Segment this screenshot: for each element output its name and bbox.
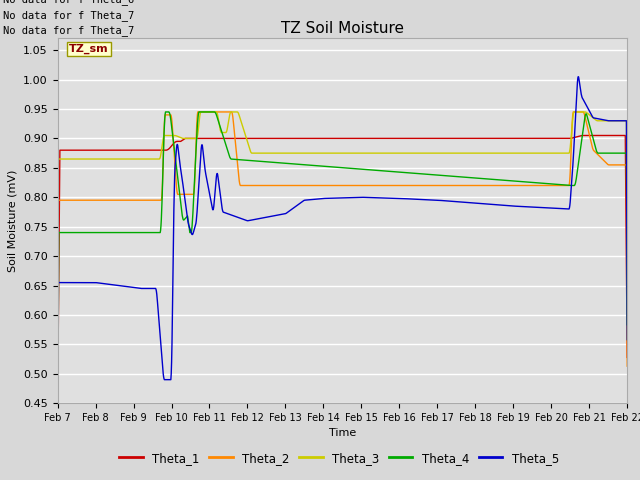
Theta_1 — [623, 354, 631, 360]
Theta_1 — [121, 147, 129, 153]
Theta_5 — [296, 201, 303, 207]
Theta_5 — [54, 434, 61, 440]
X-axis label: Time: Time — [329, 429, 356, 438]
Legend: Theta_1, Theta_2, Theta_3, Theta_4, Theta_5: Theta_1, Theta_2, Theta_3, Theta_4, Thet… — [115, 447, 564, 469]
Theta_3 — [121, 156, 129, 162]
Theta_4 — [162, 109, 170, 115]
Y-axis label: Soil Moisture (mV): Soil Moisture (mV) — [8, 169, 17, 272]
Theta_1 — [54, 406, 61, 412]
Theta_4 — [623, 322, 631, 328]
Text: TZ_sm: TZ_sm — [69, 44, 109, 54]
Theta_3 — [318, 150, 326, 156]
Theta_5 — [317, 196, 325, 202]
Theta_2 — [318, 182, 326, 188]
Theta_4 — [378, 168, 386, 174]
Theta_5 — [378, 195, 385, 201]
Theta_4 — [98, 230, 106, 236]
Theta_4 — [54, 447, 61, 453]
Theta_1 — [378, 135, 385, 141]
Theta_2 — [121, 197, 129, 203]
Title: TZ Soil Moisture: TZ Soil Moisture — [281, 21, 404, 36]
Line: Theta_1: Theta_1 — [58, 135, 627, 409]
Theta_3 — [98, 156, 106, 162]
Theta_3 — [54, 360, 61, 365]
Theta_1 — [98, 147, 106, 153]
Theta_3 — [296, 150, 303, 156]
Theta_2 — [296, 182, 303, 188]
Theta_5 — [574, 74, 582, 80]
Text: No data for f Theta_7: No data for f Theta_7 — [3, 25, 134, 36]
Line: Theta_2: Theta_2 — [58, 112, 627, 387]
Theta_3 — [623, 337, 631, 343]
Theta_4 — [308, 162, 316, 168]
Theta_4 — [318, 163, 326, 169]
Theta_2 — [378, 182, 386, 188]
Theta_3 — [197, 109, 205, 115]
Theta_2 — [54, 384, 61, 390]
Theta_4 — [121, 230, 129, 236]
Theta_3 — [308, 150, 316, 156]
Theta_4 — [296, 161, 303, 167]
Theta_3 — [378, 150, 386, 156]
Line: Theta_5: Theta_5 — [58, 77, 627, 437]
Theta_5 — [98, 280, 106, 286]
Theta_2 — [308, 182, 316, 188]
Theta_2 — [623, 363, 631, 369]
Theta_2 — [194, 109, 202, 115]
Theta_2 — [98, 197, 106, 203]
Theta_1 — [580, 132, 588, 138]
Theta_5 — [623, 337, 631, 343]
Line: Theta_3: Theta_3 — [58, 112, 627, 362]
Theta_1 — [317, 135, 325, 141]
Theta_5 — [307, 197, 315, 203]
Text: No data for f Theta_7: No data for f Theta_7 — [3, 10, 134, 21]
Theta_1 — [307, 135, 315, 141]
Line: Theta_4: Theta_4 — [58, 112, 627, 450]
Theta_1 — [296, 135, 303, 141]
Theta_5 — [121, 284, 129, 289]
Text: No data for f Theta_6: No data for f Theta_6 — [3, 0, 134, 5]
